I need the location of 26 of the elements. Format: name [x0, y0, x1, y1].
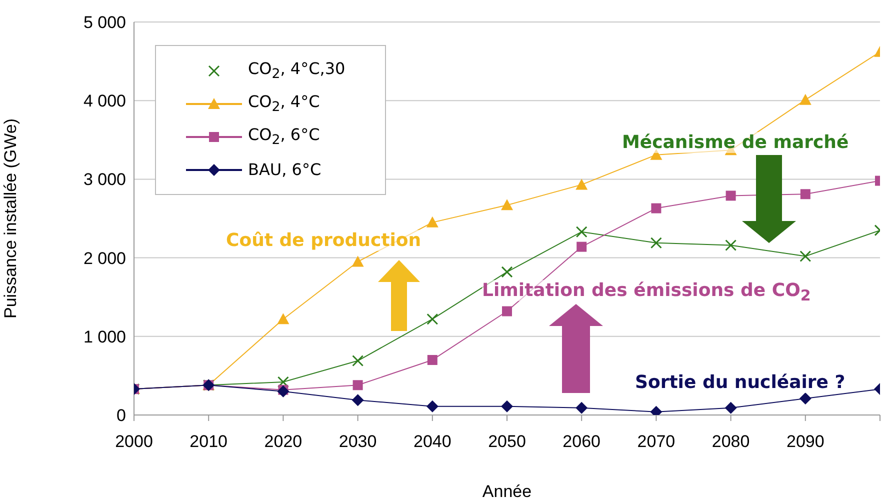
x-tick-label: 2080 [712, 432, 750, 452]
x-tick-label: 2060 [562, 432, 601, 452]
y-tick-label: 5 000 [83, 13, 126, 32]
annotation: Mécanisme de marché [622, 132, 849, 153]
x-tick-label: 2070 [637, 432, 676, 452]
annotation: Sortie du nucléaire ? [635, 372, 846, 393]
x-tick-label: 2090 [786, 432, 824, 452]
x-tick-label: 2050 [488, 432, 526, 452]
legend-label: BAU, 6°C [248, 160, 322, 179]
x-axis-title: Année [482, 482, 532, 499]
y-axis-title: Puissance installée (GWe) [1, 118, 20, 318]
legend-label: CO$_{2}$, 4°C,30 [248, 58, 346, 82]
annotation: Coût de production [226, 230, 422, 251]
y-tick-label: 2 000 [83, 248, 126, 268]
y-tick-label: 3 000 [83, 170, 126, 190]
x-tick-label: 2030 [338, 432, 377, 452]
y-tick-label: 1 000 [83, 327, 126, 346]
legend-label: CO$_{2}$, 6°C [248, 124, 320, 148]
x-tick-label: 2000 [115, 432, 153, 452]
annotation: Limitation des émissions de CO$_{2}$ [482, 280, 811, 305]
x-tick-label: 2010 [190, 432, 228, 452]
y-tick-label: 4 000 [83, 92, 126, 111]
x-tick-label: 2020 [264, 432, 302, 452]
y-tick-label: 0 [116, 406, 126, 426]
legend-label: CO$_{2}$, 4°C [248, 92, 320, 116]
x-tick-label: 2040 [413, 432, 452, 452]
